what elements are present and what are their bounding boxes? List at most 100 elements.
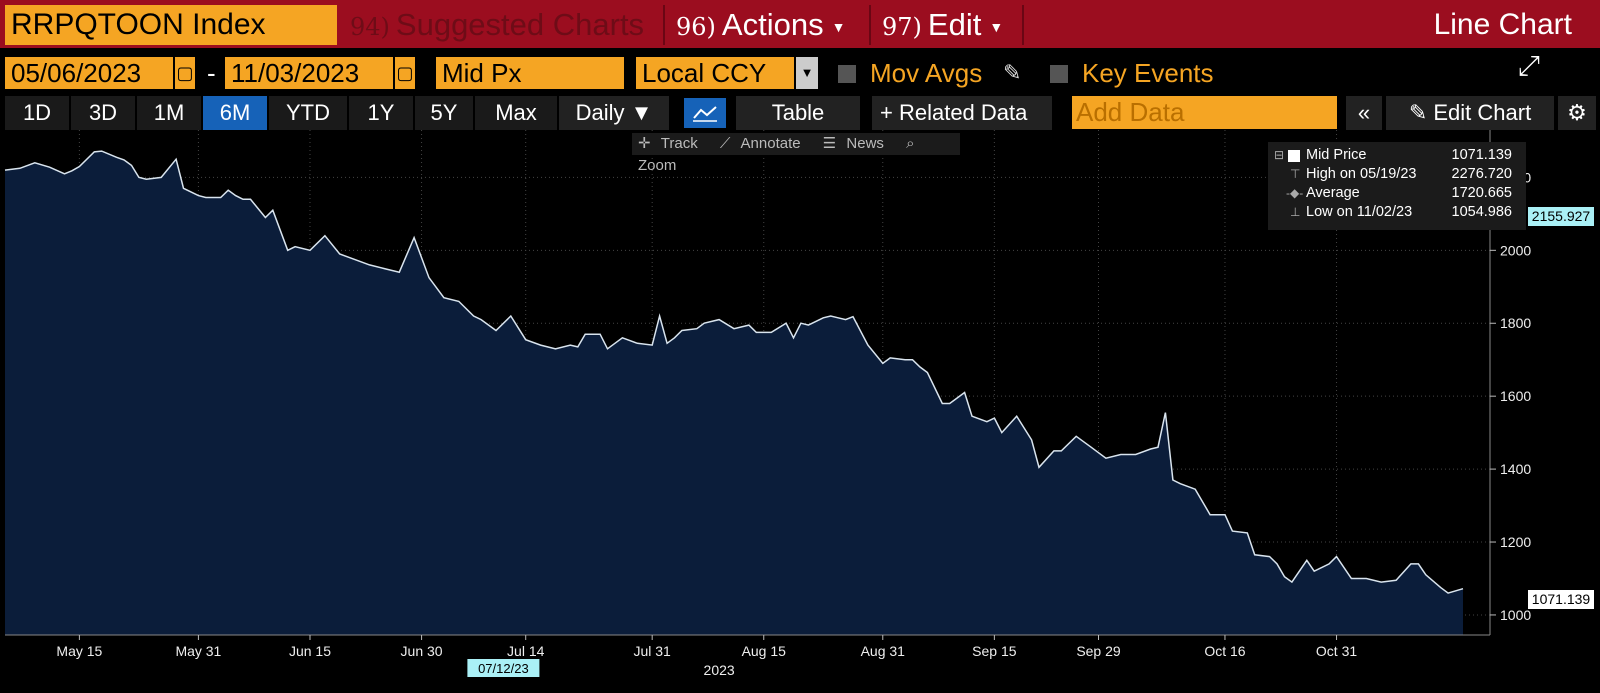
legend-low-value: 1054.986	[1451, 204, 1512, 220]
annotate-tool[interactable]: ⟋ Annotate	[719, 135, 801, 152]
period-5y-button[interactable]: 5Y	[415, 96, 473, 130]
table-button[interactable]: Table	[736, 96, 860, 130]
x-tick-label: May 31	[175, 643, 221, 659]
legend-panel: ⊟ Mid Price 1071.139 ⊤ High on 05/19/23 …	[1268, 142, 1526, 230]
key-events-checkbox[interactable]	[1050, 65, 1068, 83]
edit-label: Edit	[927, 7, 982, 42]
pencil-icon[interactable]: ✎	[1003, 60, 1022, 85]
mov-avgs-label[interactable]: Mov Avgs	[870, 58, 983, 88]
x-tick-label: Sep 15	[972, 643, 1017, 659]
frequency-dropdown[interactable]: Daily ▼	[559, 96, 669, 130]
expand-icon[interactable]: ⤢	[1517, 50, 1540, 81]
tree-icon: ⊟	[1274, 148, 1285, 162]
edit-chart-button[interactable]: ✎ Edit Chart	[1386, 96, 1554, 130]
y-tick-label: 2000	[1500, 242, 1531, 258]
x-tick-label: Jul 14	[507, 643, 545, 659]
high-icon: ⊤	[1290, 167, 1301, 181]
price-area-fill	[5, 151, 1463, 635]
actions-label: Actions	[721, 7, 824, 42]
period-1d-button[interactable]: 1D	[5, 96, 69, 130]
period-ytd-button[interactable]: YTD	[269, 96, 347, 130]
pencil-icon: ✎	[1408, 100, 1434, 125]
x-tick-label: Oct 31	[1316, 643, 1357, 659]
legend-average-value: 1720.665	[1451, 185, 1512, 201]
cursor-date-label: 07/12/23	[478, 661, 529, 676]
cursor-date-tag	[467, 659, 540, 677]
annotate-label: Annotate	[740, 135, 801, 152]
legend-high-label: High on 05/19/23	[1306, 166, 1417, 182]
legend-mid-price-label: Mid Price	[1306, 147, 1367, 163]
x-tick-label: Jun 30	[401, 643, 443, 659]
legend-low: ⊥ Low on 11/02/23 1054.986	[1268, 203, 1526, 222]
x-tick-label: Sep 29	[1076, 643, 1121, 659]
y-tick-label: 1200	[1500, 534, 1531, 550]
date-separator: -	[207, 58, 216, 88]
mov-avgs-checkbox[interactable]	[838, 65, 856, 83]
average-price-tag: 2155.927	[1528, 207, 1594, 226]
legend-high: ⊤ High on 05/19/23 2276.720	[1268, 165, 1526, 184]
year-label: 2023	[704, 662, 735, 678]
edit-caret-icon: ▼	[989, 18, 1004, 35]
add-data-input[interactable]: Add Data	[1072, 96, 1337, 129]
legend-low-label: Low on 11/02/23	[1306, 204, 1413, 220]
track-tool[interactable]: ✛ Track	[638, 135, 698, 152]
legend-high-value: 2276.720	[1451, 166, 1512, 182]
legend-average: -◆- Average 1720.665	[1268, 184, 1526, 203]
period-1y-button[interactable]: 1Y	[349, 96, 413, 130]
header-bar: RRPQTOON Index 94) Suggested Charts 96) Ac…	[0, 0, 1600, 48]
divider	[663, 5, 665, 45]
line-chart-icon[interactable]	[684, 98, 726, 128]
chart-tools: ✛ Track ⟋ Annotate ☰ News ⌕ Zoom	[632, 133, 960, 174]
series-swatch	[1288, 150, 1300, 162]
related-data-button[interactable]: + Related Data	[872, 96, 1052, 130]
y-tick-label: 1800	[1500, 315, 1531, 331]
y-tick-label: 1400	[1500, 461, 1531, 477]
x-tick-label: Jun 15	[289, 643, 331, 659]
collapse-icon[interactable]: «	[1346, 96, 1382, 130]
x-tick-label: Oct 16	[1204, 643, 1245, 659]
calendar-icon[interactable]: ▢	[395, 57, 415, 89]
legend-mid-price[interactable]: ⊟ Mid Price 1071.139	[1268, 146, 1526, 165]
ticker-field[interactable]: RRPQTOON Index	[5, 5, 337, 45]
period-row: 1D 3D 1M 6M YTD 1Y 5Y Max Daily ▼ Table …	[0, 96, 1600, 130]
edit-menu[interactable]: 97) Edit ▼	[872, 5, 1022, 45]
line-chart-glyph	[693, 106, 717, 122]
x-tick-label: Aug 15	[742, 643, 787, 659]
edit-chart-label: Edit Chart	[1433, 100, 1532, 125]
average-icon: -◆-	[1286, 186, 1304, 200]
chart-type-title: Line Chart	[1433, 8, 1572, 41]
news-label: News	[846, 135, 884, 152]
currency-select[interactable]: Local CCY	[636, 57, 794, 89]
actions-caret-icon: ▼	[831, 18, 846, 35]
last-price-tag: 1071.139	[1528, 590, 1594, 609]
suggested-charts-number: 94)	[350, 13, 390, 41]
zoom-tool[interactable]: ⌕ Zoom	[638, 135, 915, 174]
end-date-input[interactable]: 11/03/2023	[225, 57, 393, 89]
field-select[interactable]: Mid Px	[436, 57, 624, 89]
key-events-label[interactable]: Key Events	[1082, 58, 1214, 88]
period-6m-button[interactable]: 6M	[203, 96, 267, 130]
news-tool[interactable]: ☰ News	[822, 135, 884, 152]
divider	[869, 5, 871, 45]
y-tick-label: 1600	[1500, 388, 1531, 404]
x-tick-label: Aug 31	[861, 643, 906, 659]
suggested-charts-button[interactable]: 94) Suggested Charts	[340, 5, 662, 45]
period-3d-button[interactable]: 3D	[71, 96, 135, 130]
controls-row: 05/06/2023 ▢ - 11/03/2023 ▢ Mid Px Local…	[0, 55, 1600, 91]
calendar-icon[interactable]: ▢	[175, 57, 195, 89]
start-date-input[interactable]: 05/06/2023	[5, 57, 173, 89]
legend-average-label: Average	[1306, 185, 1360, 201]
gear-icon[interactable]: ⚙	[1558, 96, 1596, 130]
zoom-label: Zoom	[638, 157, 677, 174]
actions-menu[interactable]: 96) Actions ▼	[666, 5, 868, 45]
suggested-charts-label: Suggested Charts	[395, 7, 645, 42]
period-1m-button[interactable]: 1M	[137, 96, 201, 130]
chevron-down-icon[interactable]: ▼	[796, 57, 818, 89]
x-tick-label: Jul 31	[633, 643, 671, 659]
edit-number: 97)	[882, 13, 922, 41]
legend-mid-price-value: 1071.139	[1451, 147, 1512, 163]
x-axis: May 15 May 31 Jun 15 Jun 30 Jul 14 Jul 31 Aug …	[5, 634, 1490, 678]
period-max-button[interactable]: Max	[475, 96, 557, 130]
price-line	[4, 150, 1464, 594]
